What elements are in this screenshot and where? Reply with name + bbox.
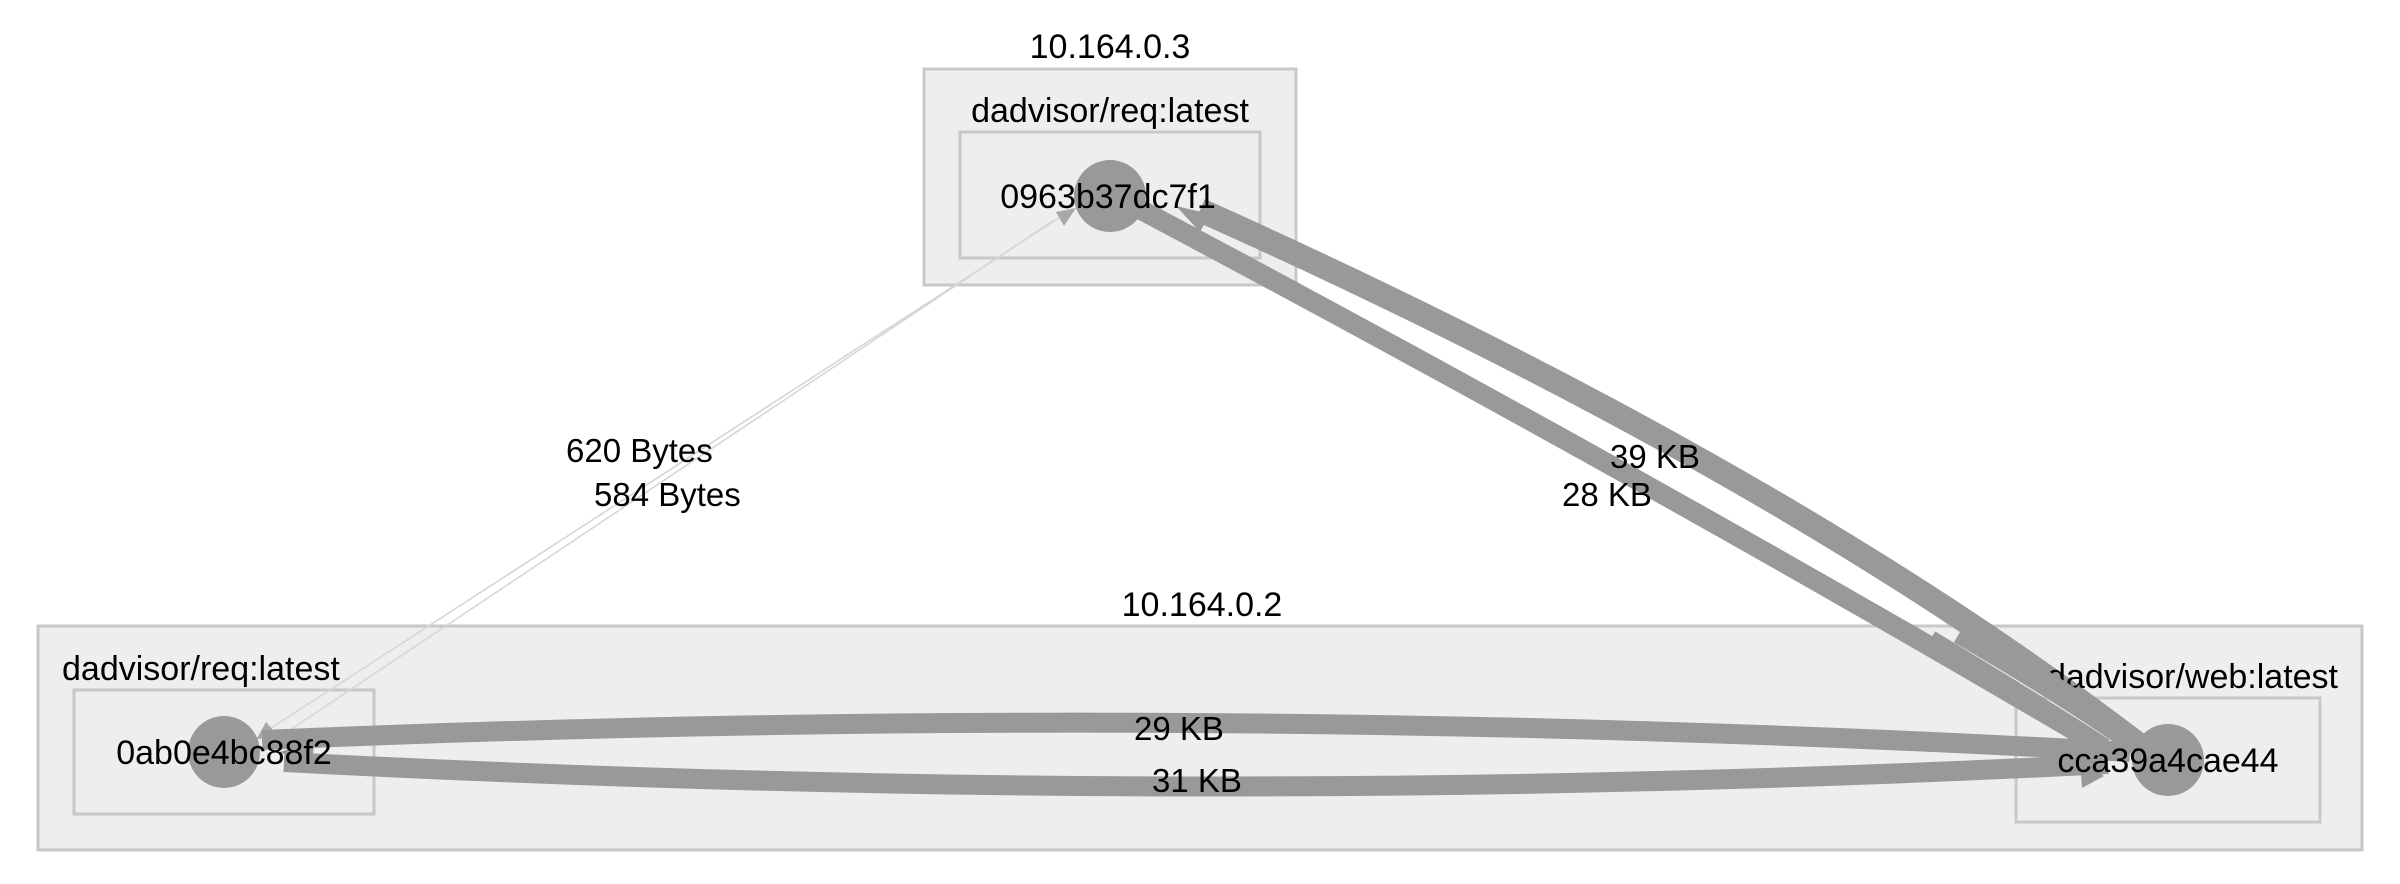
edge-label: 28 KB bbox=[1562, 476, 1652, 513]
arrowhead-to-0963b37dc7f1 bbox=[1056, 208, 1076, 226]
image-box-req-top[interactable] bbox=[958, 130, 1262, 260]
arrowhead-to-cca39a4cae44 bbox=[2080, 762, 2104, 788]
arrowhead-to-0963b37dc7f1 bbox=[1176, 206, 1210, 232]
edge-line-28-kb-overlap bbox=[1924, 631, 2110, 757]
image-label: dadvisor/req:latest bbox=[62, 650, 340, 688]
image-label: dadvisor/web:latest bbox=[2047, 658, 2339, 696]
edge-line-29-kb[interactable] bbox=[261, 712, 2131, 762]
host-group-10-164-0-3: 10.164.0.3 dadvisor/req:latest bbox=[922, 28, 1298, 287]
container-node[interactable] bbox=[2132, 724, 2204, 796]
edge-label: 584 Bytes bbox=[594, 476, 741, 513]
host-label: 10.164.0.3 bbox=[1030, 28, 1191, 66]
container-node[interactable] bbox=[188, 716, 260, 788]
edge-labels: 620 Bytes 584 Bytes 39 KB 28 KB 29 KB 31… bbox=[566, 432, 1700, 799]
edge-label: 29 KB bbox=[1134, 710, 1224, 747]
edge-label: 31 KB bbox=[1152, 762, 1242, 799]
edge-label: 620 Bytes bbox=[566, 432, 713, 469]
edge-line-584-bytes[interactable] bbox=[267, 211, 1069, 731]
edge-line-31-kb[interactable] bbox=[283, 752, 2109, 797]
image-label: dadvisor/req:latest bbox=[971, 92, 1249, 130]
arrowhead-to-0ab0e4bc88f2 bbox=[280, 740, 314, 770]
edge-line-39-kb-overlap bbox=[1953, 621, 2145, 754]
edges-thick-horizontal bbox=[261, 712, 2131, 797]
container-node[interactable] bbox=[1074, 160, 1146, 232]
image-box-req-bottom[interactable] bbox=[72, 688, 376, 816]
edge-line-620-bytes[interactable] bbox=[265, 219, 1055, 747]
container-label: 0963b37dc7f1 bbox=[1000, 178, 1216, 216]
container-label: 0ab0e4bc88f2 bbox=[116, 734, 332, 772]
host-label: 10.164.0.2 bbox=[1122, 586, 1283, 624]
edge-label: 39 KB bbox=[1610, 438, 1700, 475]
